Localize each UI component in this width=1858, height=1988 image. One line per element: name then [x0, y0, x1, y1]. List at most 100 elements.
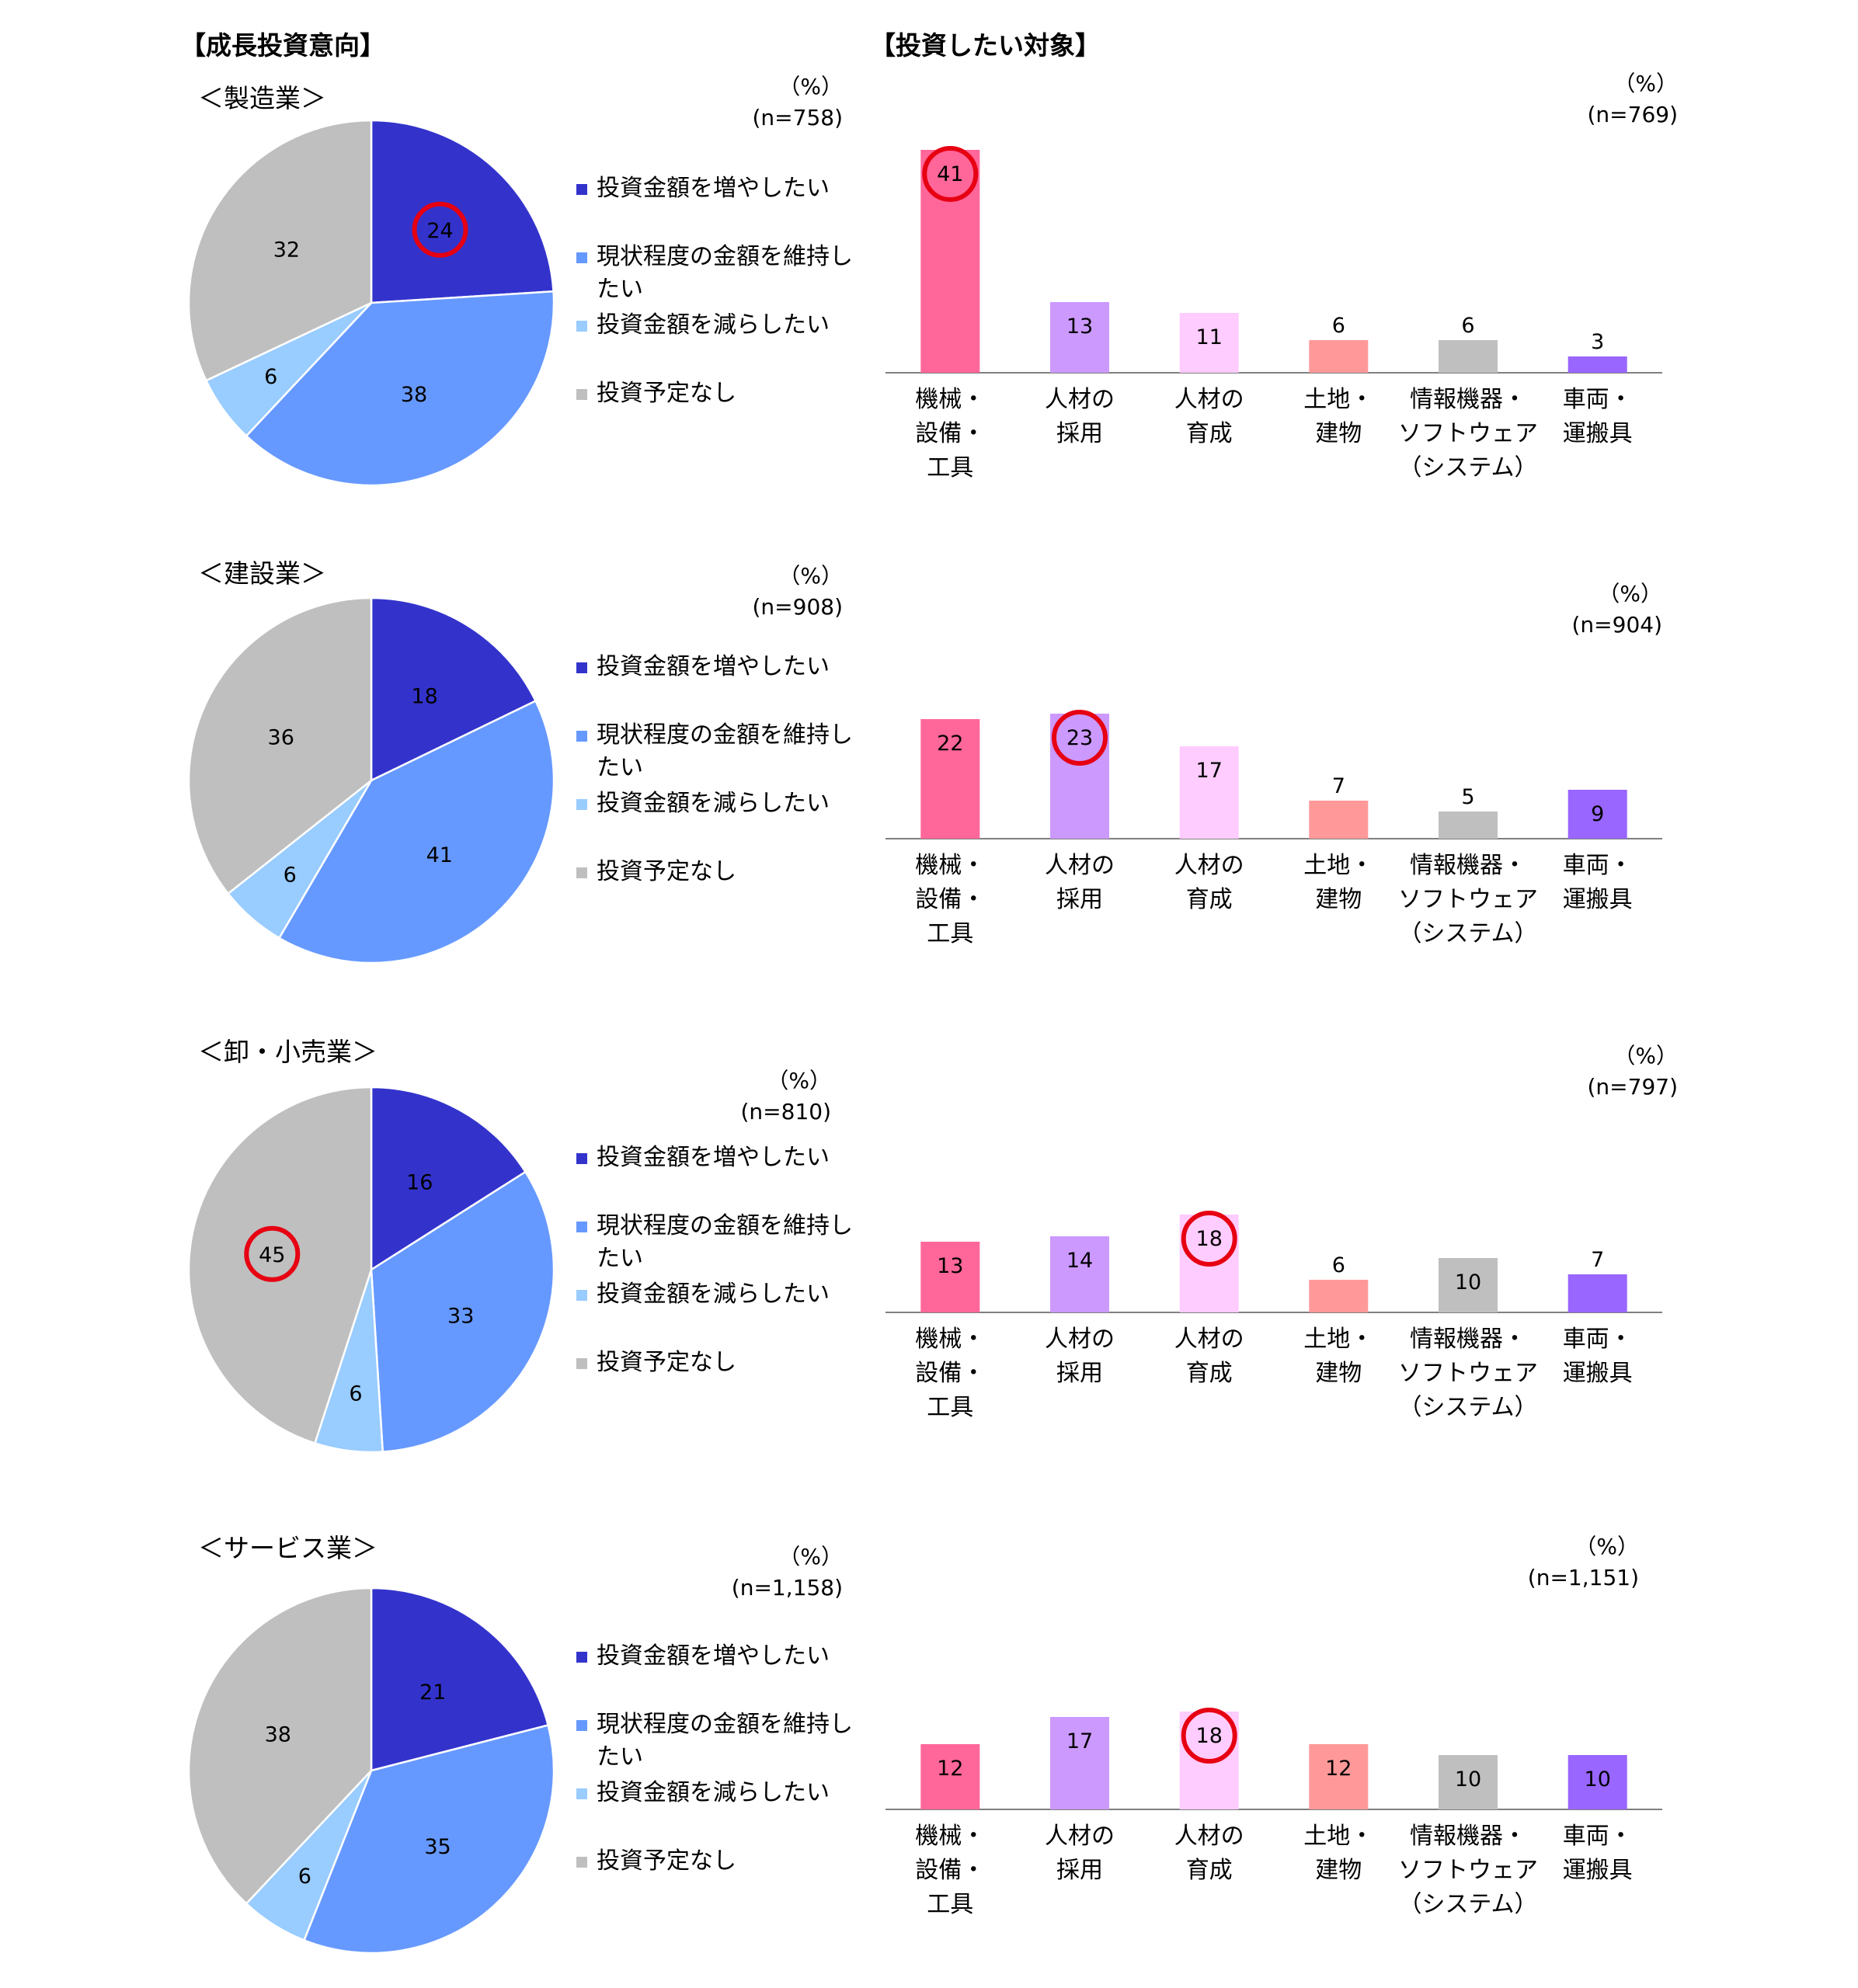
sector-title-wholesale-retail: ＜卸・小売業＞ — [198, 1037, 378, 1067]
bar-sample-size: (n=769) — [1587, 102, 1679, 127]
legend-label: 投資予定なし — [597, 1349, 736, 1376]
bar-labels: 12 17 18 12 10 10 — [937, 1724, 1611, 1792]
bar-value-label: 3 — [1591, 330, 1604, 354]
bar — [920, 1744, 980, 1809]
highlight-circle — [1181, 1211, 1237, 1267]
bar-labels: 41 13 11 6 6 3 — [937, 162, 1604, 354]
category-label: 人材の — [1045, 852, 1115, 879]
pie-unit-label: （%） — [778, 1544, 843, 1569]
legend-swatch — [576, 252, 587, 263]
bar — [1050, 1717, 1109, 1809]
category-label: 採用 — [1056, 1857, 1103, 1884]
bar — [1567, 356, 1627, 373]
bar-value-label: 17 — [1196, 759, 1223, 783]
pie-value-label: 35 — [424, 1835, 451, 1859]
legend-swatch — [576, 799, 587, 810]
bar — [1567, 1755, 1627, 1809]
category-label: ソフトウェア — [1398, 1360, 1538, 1387]
bar-value-label: 6 — [1332, 1253, 1345, 1277]
category-label: （システム） — [1398, 920, 1537, 947]
pie-slice-none — [187, 596, 373, 895]
pie-slices — [187, 1587, 555, 1955]
pie-unit-wholesale-retail: （%） (n=810) — [672, 1065, 832, 1128]
bar-labels: 22 23 17 7 5 9 — [937, 726, 1604, 826]
category-label: （システム） — [1398, 1394, 1537, 1421]
bar-unit-label: （%） — [1598, 581, 1662, 606]
legend-label: 投資予定なし — [597, 858, 736, 885]
bar-value-label: 5 — [1461, 785, 1474, 809]
bar — [1309, 1280, 1369, 1312]
bar — [920, 719, 980, 839]
category-label: 人材の — [1045, 386, 1115, 413]
category-label: 土地・ — [1303, 852, 1373, 879]
category-label: 工具 — [927, 1891, 973, 1918]
legend-swatch — [576, 1652, 587, 1663]
pie-slice-maintain — [245, 290, 555, 487]
legend-swatch — [576, 731, 587, 742]
highlight-circle — [1052, 710, 1108, 766]
category-label: 人材の — [1174, 1823, 1244, 1850]
category-label: 人材の — [1174, 386, 1244, 413]
category-label: 情報機器・ — [1410, 852, 1526, 879]
bar — [920, 1242, 980, 1312]
pie-labels: 24 38 6 32 — [264, 219, 454, 407]
pie-value-label: 18 — [411, 685, 437, 709]
legend-swatch — [576, 321, 587, 332]
bar — [1309, 1744, 1369, 1809]
legend-label: 投資予定なし — [597, 1847, 736, 1875]
category-label: 採用 — [1056, 1360, 1103, 1387]
category-label: 土地・ — [1303, 386, 1373, 413]
bar-highlights — [1181, 1211, 1237, 1267]
category-label: 車両・ — [1563, 852, 1633, 879]
legend-label: 投資金額を減らしたい — [597, 1281, 830, 1308]
legend-wholesale-retail: 投資金額を増やしたい 現状程度の金額を維持したい 投資金額を減らしたい 投資予定… — [576, 1142, 872, 1376]
category-label: ソフトウェア — [1398, 1857, 1538, 1884]
bar-unit-label: （%） — [1574, 1534, 1639, 1559]
legend-construction: 投資金額を増やしたい 現状程度の金額を維持したい 投資金額を減らしたい 投資予定… — [576, 651, 872, 885]
legend-label: 現状程度の金額を維持したい — [597, 1711, 853, 1771]
pie-slice-maintain — [277, 699, 555, 964]
bar-value-label: 13 — [1066, 315, 1093, 339]
pie-value-label: 6 — [298, 1865, 311, 1889]
pie-labels: 16 33 6 45 — [259, 1171, 474, 1406]
category-label: 採用 — [1056, 886, 1103, 913]
pie-slice-none — [187, 119, 373, 382]
category-label: 機械・ — [915, 1823, 985, 1850]
category-label: 育成 — [1186, 1360, 1233, 1387]
category-label: 建物 — [1315, 886, 1362, 913]
pie-value-label: 45 — [259, 1243, 285, 1267]
bars — [886, 1215, 1662, 1313]
pie-value-label: 38 — [401, 383, 427, 407]
bar — [1309, 340, 1369, 373]
category-label: 運搬具 — [1563, 1857, 1633, 1884]
category-label: 運搬具 — [1563, 1360, 1633, 1387]
category-label: 工具 — [927, 1394, 973, 1421]
category-label: 工具 — [927, 920, 973, 947]
category-label: 機械・ — [915, 1326, 985, 1353]
bar-unit-label: （%） — [1613, 1043, 1678, 1069]
legend-label: 現状程度の金額を維持したい — [597, 243, 853, 303]
bar — [1439, 1755, 1498, 1809]
bar-value-label: 10 — [1585, 1767, 1611, 1792]
bar — [1179, 746, 1239, 839]
category-label: 情報機器・ — [1410, 1326, 1526, 1353]
legend-swatch — [576, 184, 587, 195]
category-label: 設備・ — [915, 1360, 985, 1387]
legend-label: 投資金額を減らしたい — [597, 1779, 830, 1806]
bar-unit-services: （%） (n=1,151) — [1484, 1531, 1639, 1594]
pie-section-heading: 【成長投資意向】 — [180, 30, 385, 61]
category-label: 人材の — [1045, 1823, 1115, 1850]
legend-swatch — [576, 1290, 587, 1301]
bar-sample-size: (n=797) — [1587, 1074, 1679, 1100]
bar-value-label: 7 — [1332, 774, 1345, 798]
bar-value-label: 6 — [1332, 314, 1345, 338]
bar-sample-size: (n=904) — [1571, 612, 1663, 638]
pie-highlights — [244, 1225, 301, 1282]
pie-value-label: 16 — [406, 1171, 433, 1195]
pie-unit-manufacturing: （%） (n=758) — [684, 71, 844, 134]
sector-title-manufacturing: ＜製造業＞ — [198, 83, 326, 113]
bar — [1050, 1236, 1109, 1312]
pie-sample-size: (n=908) — [752, 594, 844, 620]
